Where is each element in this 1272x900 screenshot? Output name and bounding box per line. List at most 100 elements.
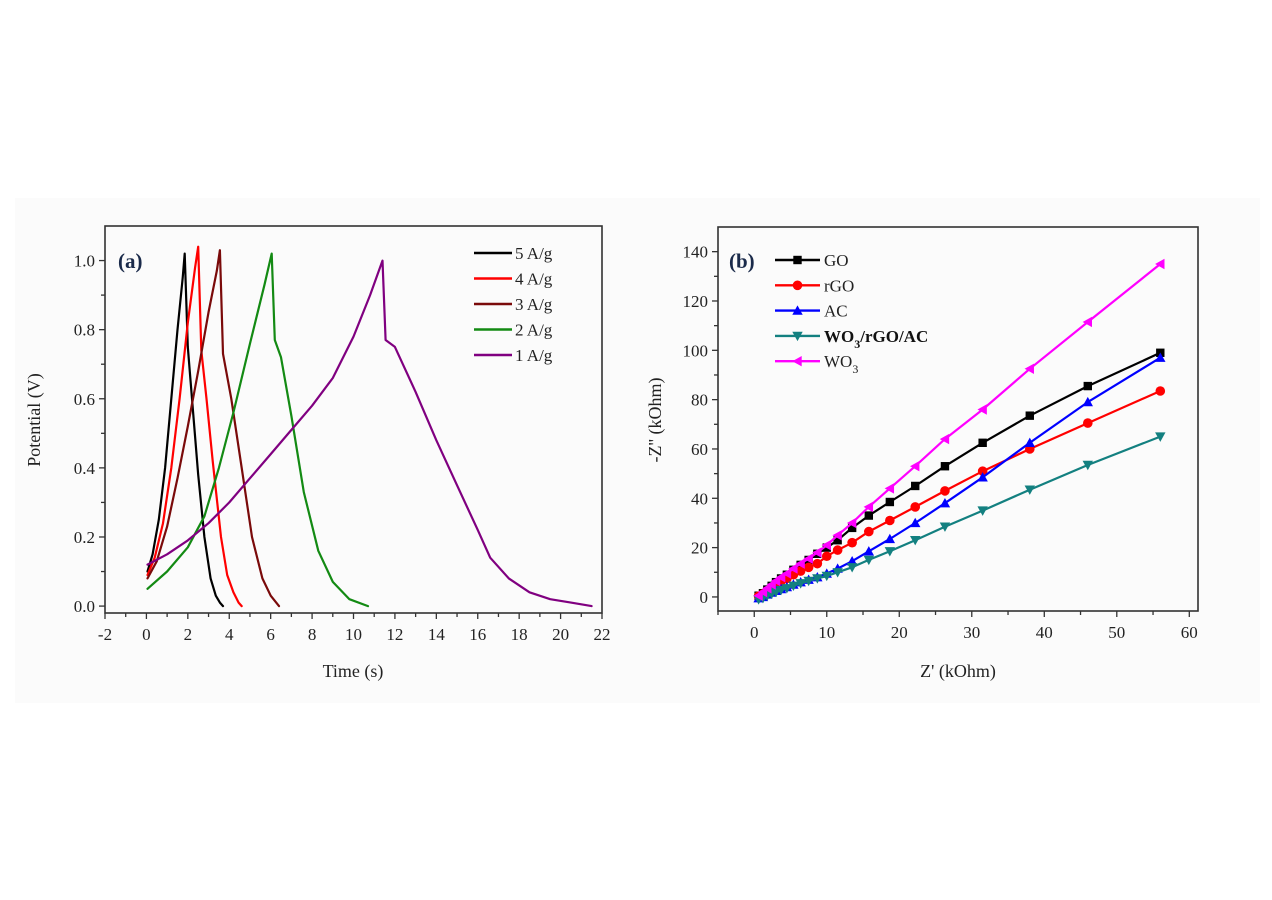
data-point-square: [847, 523, 857, 533]
legend-label: WO3: [824, 352, 858, 376]
legend-label-main: GO: [824, 251, 849, 270]
legend-label: AC: [824, 302, 848, 321]
legend-label-main: rGO: [824, 276, 854, 295]
data-point-triangle-left: [977, 404, 987, 415]
data-point-triangle-up: [1024, 437, 1035, 447]
x-tick-label: 40: [1036, 623, 1053, 642]
data-point-triangle-left: [863, 501, 874, 513]
series-line-5-a-g: [146, 252, 225, 608]
chart-panel-a: -2 0 2 4 6 8 10 12 14 16 18 20 22 0.0 0.2 0.4 0.6 0.8 1.0…: [24, 225, 611, 682]
x-tick-label: 14: [428, 625, 446, 644]
data-point-triangle-up: [1082, 396, 1093, 407]
data-point-square: [833, 536, 842, 545]
data-point-triangle-left: [1155, 258, 1165, 270]
legend-label: 1 A/g: [515, 346, 553, 365]
y-tick-label: 1.0: [74, 252, 95, 271]
series-line-4-a-g: [146, 245, 243, 608]
y-tick-label: 140: [683, 243, 709, 262]
data-point-triangle-left: [781, 568, 792, 579]
y-tick-label: 100: [683, 341, 709, 360]
x-tick-label: 20: [891, 623, 908, 642]
y-axis-ticks-a: 0.0 0.2 0.4 0.6 0.8 1.0: [74, 252, 105, 616]
x-axis-title-b: Z' (kOhm): [920, 661, 996, 682]
data-point-triangle-up: [792, 305, 803, 315]
data-point-triangle-left: [812, 547, 822, 558]
data-point-triangle-left: [792, 356, 802, 367]
x-tick-label: 20: [552, 625, 569, 644]
data-point-triangle-left: [1024, 363, 1034, 375]
data-point-triangle-up: [910, 517, 921, 528]
x-tick-label: 50: [1108, 623, 1125, 642]
x-tick-label: 16: [469, 625, 486, 644]
legend-label: 3 A/g: [515, 295, 553, 314]
x-tick-label: 6: [266, 625, 275, 644]
data-point-triangle-up: [939, 498, 951, 508]
data-point-triangle-left: [910, 461, 920, 472]
data-point-circle: [1155, 386, 1166, 396]
data-point-circle: [803, 562, 814, 573]
x-tick-label: 30: [963, 623, 980, 642]
y-tick-label: 0.8: [74, 321, 95, 340]
data-point-triangle-down: [977, 506, 988, 516]
data-point-square: [1025, 411, 1034, 420]
x-tick-label: 12: [386, 625, 403, 644]
y-tick-label: 60: [691, 440, 708, 459]
legend-label: WO3/rGO/AC: [824, 327, 928, 351]
series-wo3-rgo-ac: [753, 432, 1166, 605]
legend-label-tail: /rGO/AC: [859, 327, 928, 346]
series-group-a: [146, 245, 593, 608]
legend-label-main: AC: [824, 302, 848, 321]
x-axis-ticks-b: 0 10 20 30 40 50 60: [717, 611, 1198, 642]
data-point-triangle-down: [795, 579, 806, 589]
x-tick-label: -2: [98, 625, 112, 644]
data-point-triangle-up: [884, 533, 896, 544]
y-tick-label: 0.0: [74, 597, 95, 616]
legend-label: 2 A/g: [515, 321, 553, 340]
data-point-triangle-down: [863, 555, 875, 566]
data-point-circle: [885, 515, 895, 526]
data-point-circle: [940, 486, 950, 496]
legend-label-subscript: 3: [854, 337, 860, 351]
data-point-triangle-down: [1024, 485, 1035, 495]
data-point-triangle-up: [1155, 352, 1166, 362]
legend-label-main: WO: [824, 352, 852, 371]
data-point-triangle-down: [1155, 432, 1166, 442]
legend-label: rGO: [824, 276, 854, 295]
data-point-circle: [864, 526, 874, 537]
panel-label-b: (b): [729, 249, 755, 273]
legend-label: GO: [824, 251, 849, 270]
data-point-square: [885, 497, 895, 507]
y-axis-ticks-b: 0 20 40 60 80 100 120 140: [683, 243, 718, 607]
data-point-triangle-down: [803, 576, 814, 587]
y-axis-title-a: Potential (V): [24, 373, 45, 466]
data-point-triangle-down: [812, 574, 823, 584]
x-tick-label: 10: [345, 625, 362, 644]
y-tick-label: 0.2: [74, 528, 95, 547]
x-tick-label: 18: [511, 625, 528, 644]
data-point-triangle-down: [792, 331, 803, 342]
legend-label-subscript: 3: [852, 362, 858, 376]
data-point-triangle-left: [803, 553, 813, 564]
chart-panel-b: 0 10 20 30 40 50 60 0 20 40 60 80 100 120 140 (b) Z' …: [645, 226, 1199, 682]
data-point-triangle-up: [846, 555, 858, 566]
x-tick-label: 60: [1181, 623, 1198, 642]
x-axis-ticks-a: -2 0 2 4 6 8 10 12 14 16 18 20 22: [98, 613, 611, 644]
x-axis-title-a: Time (s): [323, 661, 384, 682]
series-line-1-a-g: [146, 259, 593, 608]
panel-label-a: (a): [118, 249, 143, 273]
data-point-triangle-down: [832, 568, 843, 578]
data-point-triangle-left: [788, 563, 798, 574]
data-point-circle: [821, 551, 832, 562]
data-point-square: [911, 481, 920, 491]
x-tick-label: 0: [142, 625, 151, 644]
data-point-triangle-down: [821, 571, 832, 582]
y-tick-label: 0: [700, 588, 709, 607]
x-tick-label: 10: [818, 623, 835, 642]
data-point-triangle-left: [1082, 316, 1092, 328]
data-point-circle: [795, 566, 806, 576]
data-point-triangle-left: [775, 572, 786, 583]
y-tick-label: 80: [691, 391, 708, 410]
data-point-circle: [910, 502, 921, 512]
